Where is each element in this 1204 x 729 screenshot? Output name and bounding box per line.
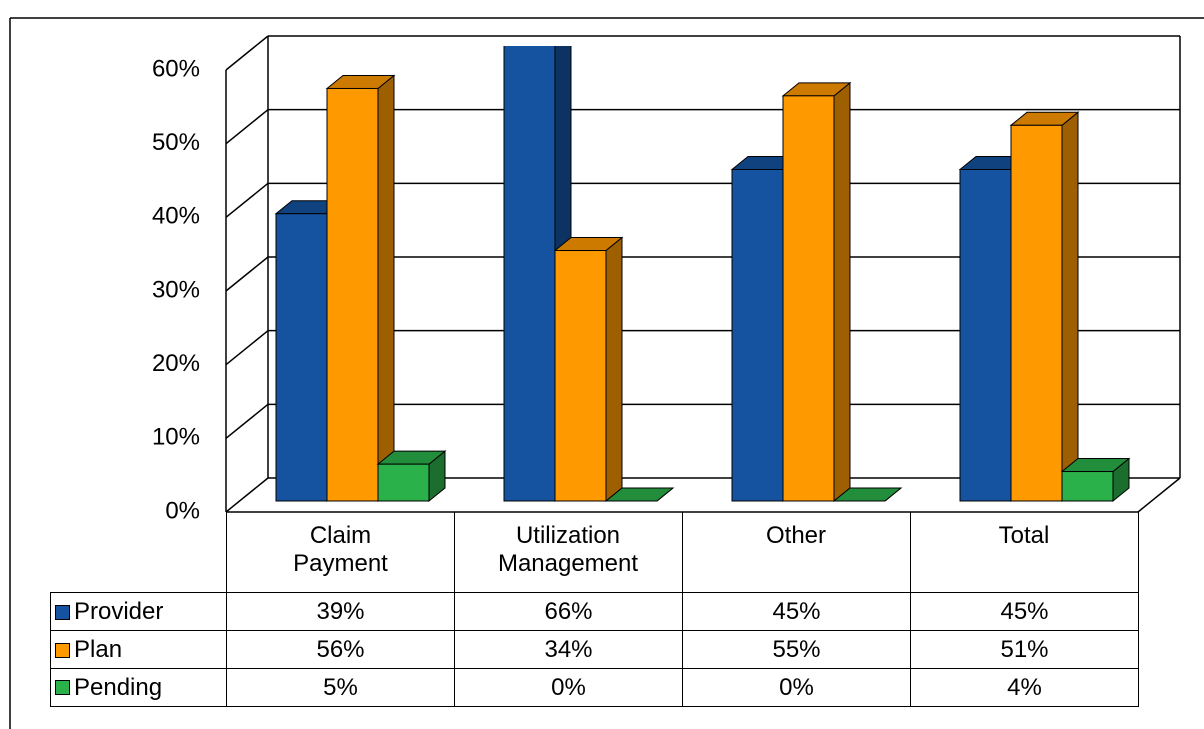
legend-label: Provider xyxy=(74,598,164,625)
grid-line xyxy=(225,256,269,292)
y-tick-label: 60% xyxy=(152,55,200,82)
legend-key xyxy=(55,642,70,658)
column-header: Claim Payment xyxy=(226,512,455,592)
category-label: Other xyxy=(765,522,827,549)
grid-line xyxy=(225,477,269,513)
legend-cell: Pending xyxy=(50,668,227,707)
column-header: Other xyxy=(682,512,911,592)
y-tick-label: 40% xyxy=(152,203,200,230)
bar-front xyxy=(377,463,430,502)
bar-front xyxy=(503,46,556,502)
value-cell: 51% xyxy=(910,630,1139,669)
bar xyxy=(376,450,447,503)
floor-edge xyxy=(1137,477,1181,513)
grid-line xyxy=(225,182,269,218)
value-cell: 0% xyxy=(454,668,683,707)
category-label: Claim Payment xyxy=(293,522,388,577)
value-cell: 39% xyxy=(226,592,455,631)
legend-cell: Provider xyxy=(50,592,227,631)
value-cell: 55% xyxy=(682,630,911,669)
y-tick-label: 0% xyxy=(165,497,200,524)
value-cell: 45% xyxy=(910,592,1139,631)
y-tick-label: 10% xyxy=(152,424,200,451)
legend-key xyxy=(55,604,70,620)
grid-line xyxy=(225,330,269,366)
bar-front xyxy=(1010,124,1063,502)
bar xyxy=(1009,111,1080,503)
bar-front xyxy=(554,250,607,502)
legend-cell: Plan xyxy=(50,630,227,669)
bar xyxy=(832,487,903,502)
grid-line xyxy=(225,35,269,71)
bar xyxy=(1060,457,1131,503)
bar-top xyxy=(832,487,903,502)
legend-label: Plan xyxy=(74,636,123,663)
bar-top xyxy=(604,487,675,502)
value-cell: 34% xyxy=(454,630,683,669)
value-cell: 0% xyxy=(682,668,911,707)
category-label: Total xyxy=(998,522,1050,549)
bar-front xyxy=(782,95,835,502)
bar-side xyxy=(833,81,851,503)
bar-front xyxy=(1061,471,1114,502)
bar xyxy=(553,236,624,503)
legend-key xyxy=(55,680,70,695)
bar xyxy=(781,81,852,503)
bar-front xyxy=(326,87,379,502)
grid-line xyxy=(225,109,269,145)
y-tick-label: 30% xyxy=(152,276,200,303)
bar-front xyxy=(275,213,328,502)
bar-side xyxy=(377,74,395,503)
bar-front xyxy=(959,169,1012,502)
y-tick-label: 50% xyxy=(152,129,200,156)
column-header: Total xyxy=(910,512,1139,592)
value-cell: 4% xyxy=(910,668,1139,707)
bar xyxy=(604,487,675,502)
value-cell: 66% xyxy=(454,592,683,631)
bar xyxy=(325,74,396,503)
value-cell: 45% xyxy=(682,592,911,631)
column-header: Utilization Management xyxy=(454,512,683,592)
value-cell: 5% xyxy=(226,668,455,707)
bar-side xyxy=(1061,111,1079,503)
grid-line xyxy=(225,403,269,439)
bar-top xyxy=(504,2,571,15)
category-label: Utilization Management xyxy=(497,522,639,577)
y-tick-label: 20% xyxy=(152,350,200,377)
bar-side xyxy=(605,236,623,503)
legend-label: Pending xyxy=(74,673,163,701)
value-cell: 56% xyxy=(226,630,455,669)
bar-front xyxy=(731,169,784,502)
